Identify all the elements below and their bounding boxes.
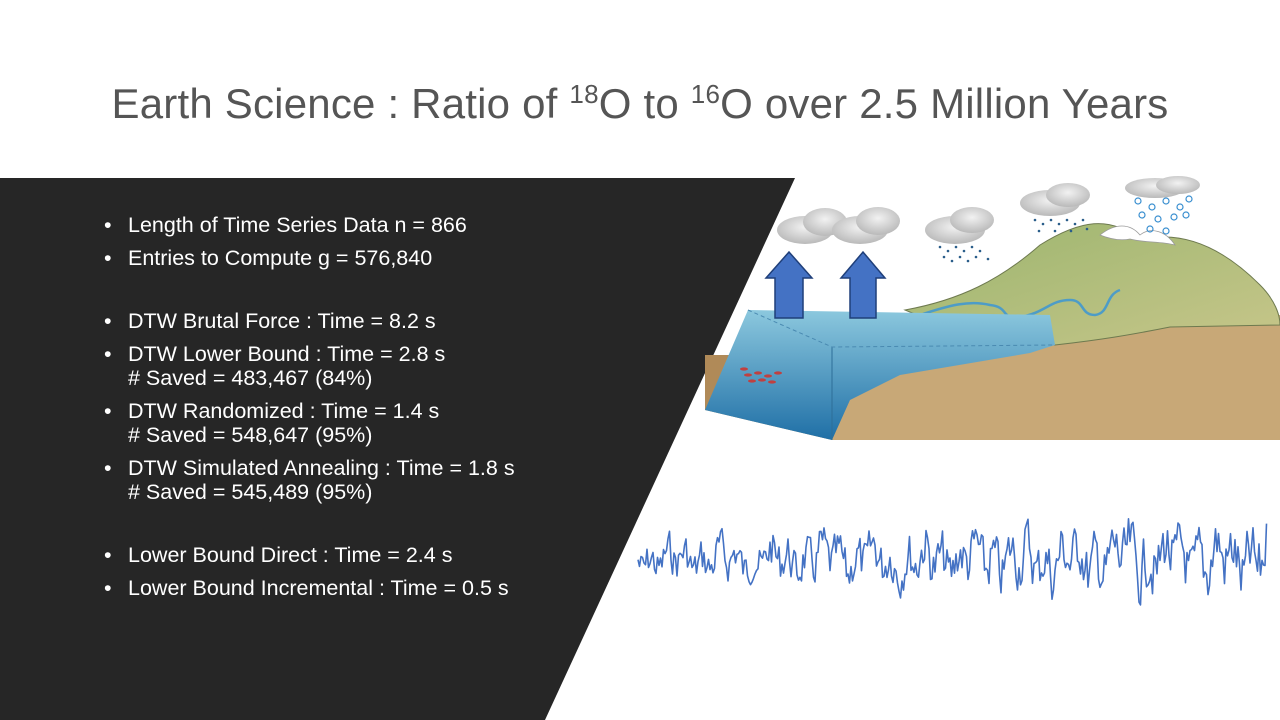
bullet-item: DTW Simulated Annealing : Time = 1.8 s# … [104,456,515,504]
bullet-sub: # Saved = 545,489 (95%) [128,480,373,504]
bullet-item: Length of Time Series Data n = 866 [104,213,515,237]
fish-school [740,367,782,384]
bullet-sub: # Saved = 548,647 (95%) [128,423,373,447]
land-block [832,315,1280,440]
bullet-item: DTW Lower Bound : Time = 2.8 s# Saved = … [104,342,515,390]
bullet-item: Lower Bound Direct : Time = 2.4 s [104,543,515,567]
title-prefix: Earth Science : Ratio of [111,80,570,127]
rain-icon [1033,218,1089,233]
cloud-icon [832,207,900,244]
ocean-surface [747,309,1056,348]
title-sup-18: 18 [569,79,599,109]
water-cycle-illustration [705,176,1280,440]
bullet-item: DTW Randomized : Time = 1.4 s# Saved = 5… [104,399,515,447]
bullet-item: Lower Bound Incremental : Time = 0.5 s [104,576,515,600]
up-arrow-icon [764,250,814,319]
bullet-list: Length of Time Series Data n = 866 Entri… [104,213,515,600]
bullet-item: Entries to Compute g = 576,840 [104,246,515,270]
snow-cap [1099,225,1176,246]
ocean [705,310,1055,440]
bullet-sub: # Saved = 483,467 (84%) [128,366,373,390]
title-suffix: O over 2.5 Million Years [720,80,1169,127]
o18-time-series [637,517,1268,606]
up-arrow-icon [839,250,887,319]
rain-icon [938,245,990,263]
snowflake-icon [1134,195,1193,235]
bullet-item: DTW Brutal Force : Time = 8.2 s [104,309,515,333]
cloud-icon [1020,183,1090,216]
cloud-icon [925,207,994,244]
river [919,288,1121,319]
slide-title: Earth Science : Ratio of 18O to 16O over… [0,80,1280,128]
series-line [637,517,1268,606]
title-sup-16: 16 [690,79,721,109]
title-mid: O to [598,80,691,127]
cloud-icon [1125,176,1200,198]
